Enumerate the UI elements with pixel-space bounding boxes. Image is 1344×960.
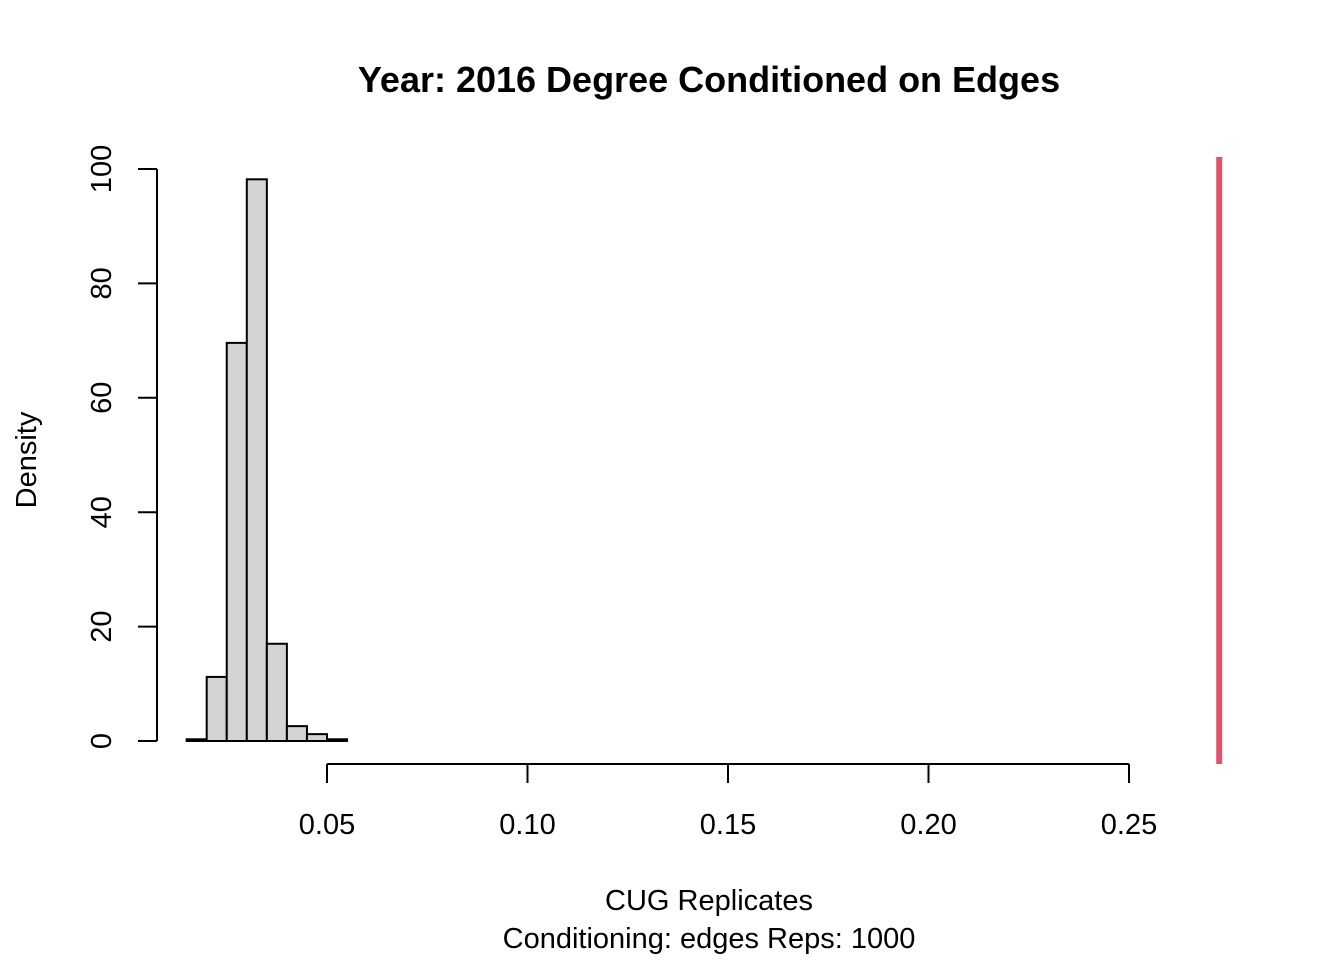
x-tick-label: 0.05 [299,809,355,841]
x-tick-label: 0.10 [499,809,555,841]
histogram-bar [285,725,308,742]
y-tick-label: 60 [86,382,118,414]
y-tick-label: 100 [86,145,118,193]
chart-title: Year: 2016 Degree Conditioned on Edges [358,59,1060,100]
bars-group [185,178,349,743]
x-axis-label: CUG Replicates [605,885,813,917]
histogram-bar [305,733,329,742]
y-tick-label: 20 [86,610,118,642]
x-tick-label: 0.15 [700,809,756,841]
x-tick-label: 0.25 [1101,809,1157,841]
histogram-bar [225,341,248,742]
x-tick-label: 0.20 [900,809,956,841]
y-tick-label: 0 [86,733,118,749]
histogram-bar [245,178,268,742]
y-axis: 0 20 40 60 80 100 [86,145,158,749]
y-axis-label: Density [11,411,43,508]
x-axis-sublabel: Conditioning: edges Reps: 1000 [503,923,916,955]
histogram-bar [265,642,288,743]
y-tick-label: 80 [86,267,118,299]
histogram-bar [205,675,228,742]
x-axis: 0.05 0.10 0.15 0.20 0.25 [299,763,1157,841]
histogram-bar [326,738,349,742]
y-tick-label: 40 [86,496,118,528]
histogram-bar [185,738,208,742]
